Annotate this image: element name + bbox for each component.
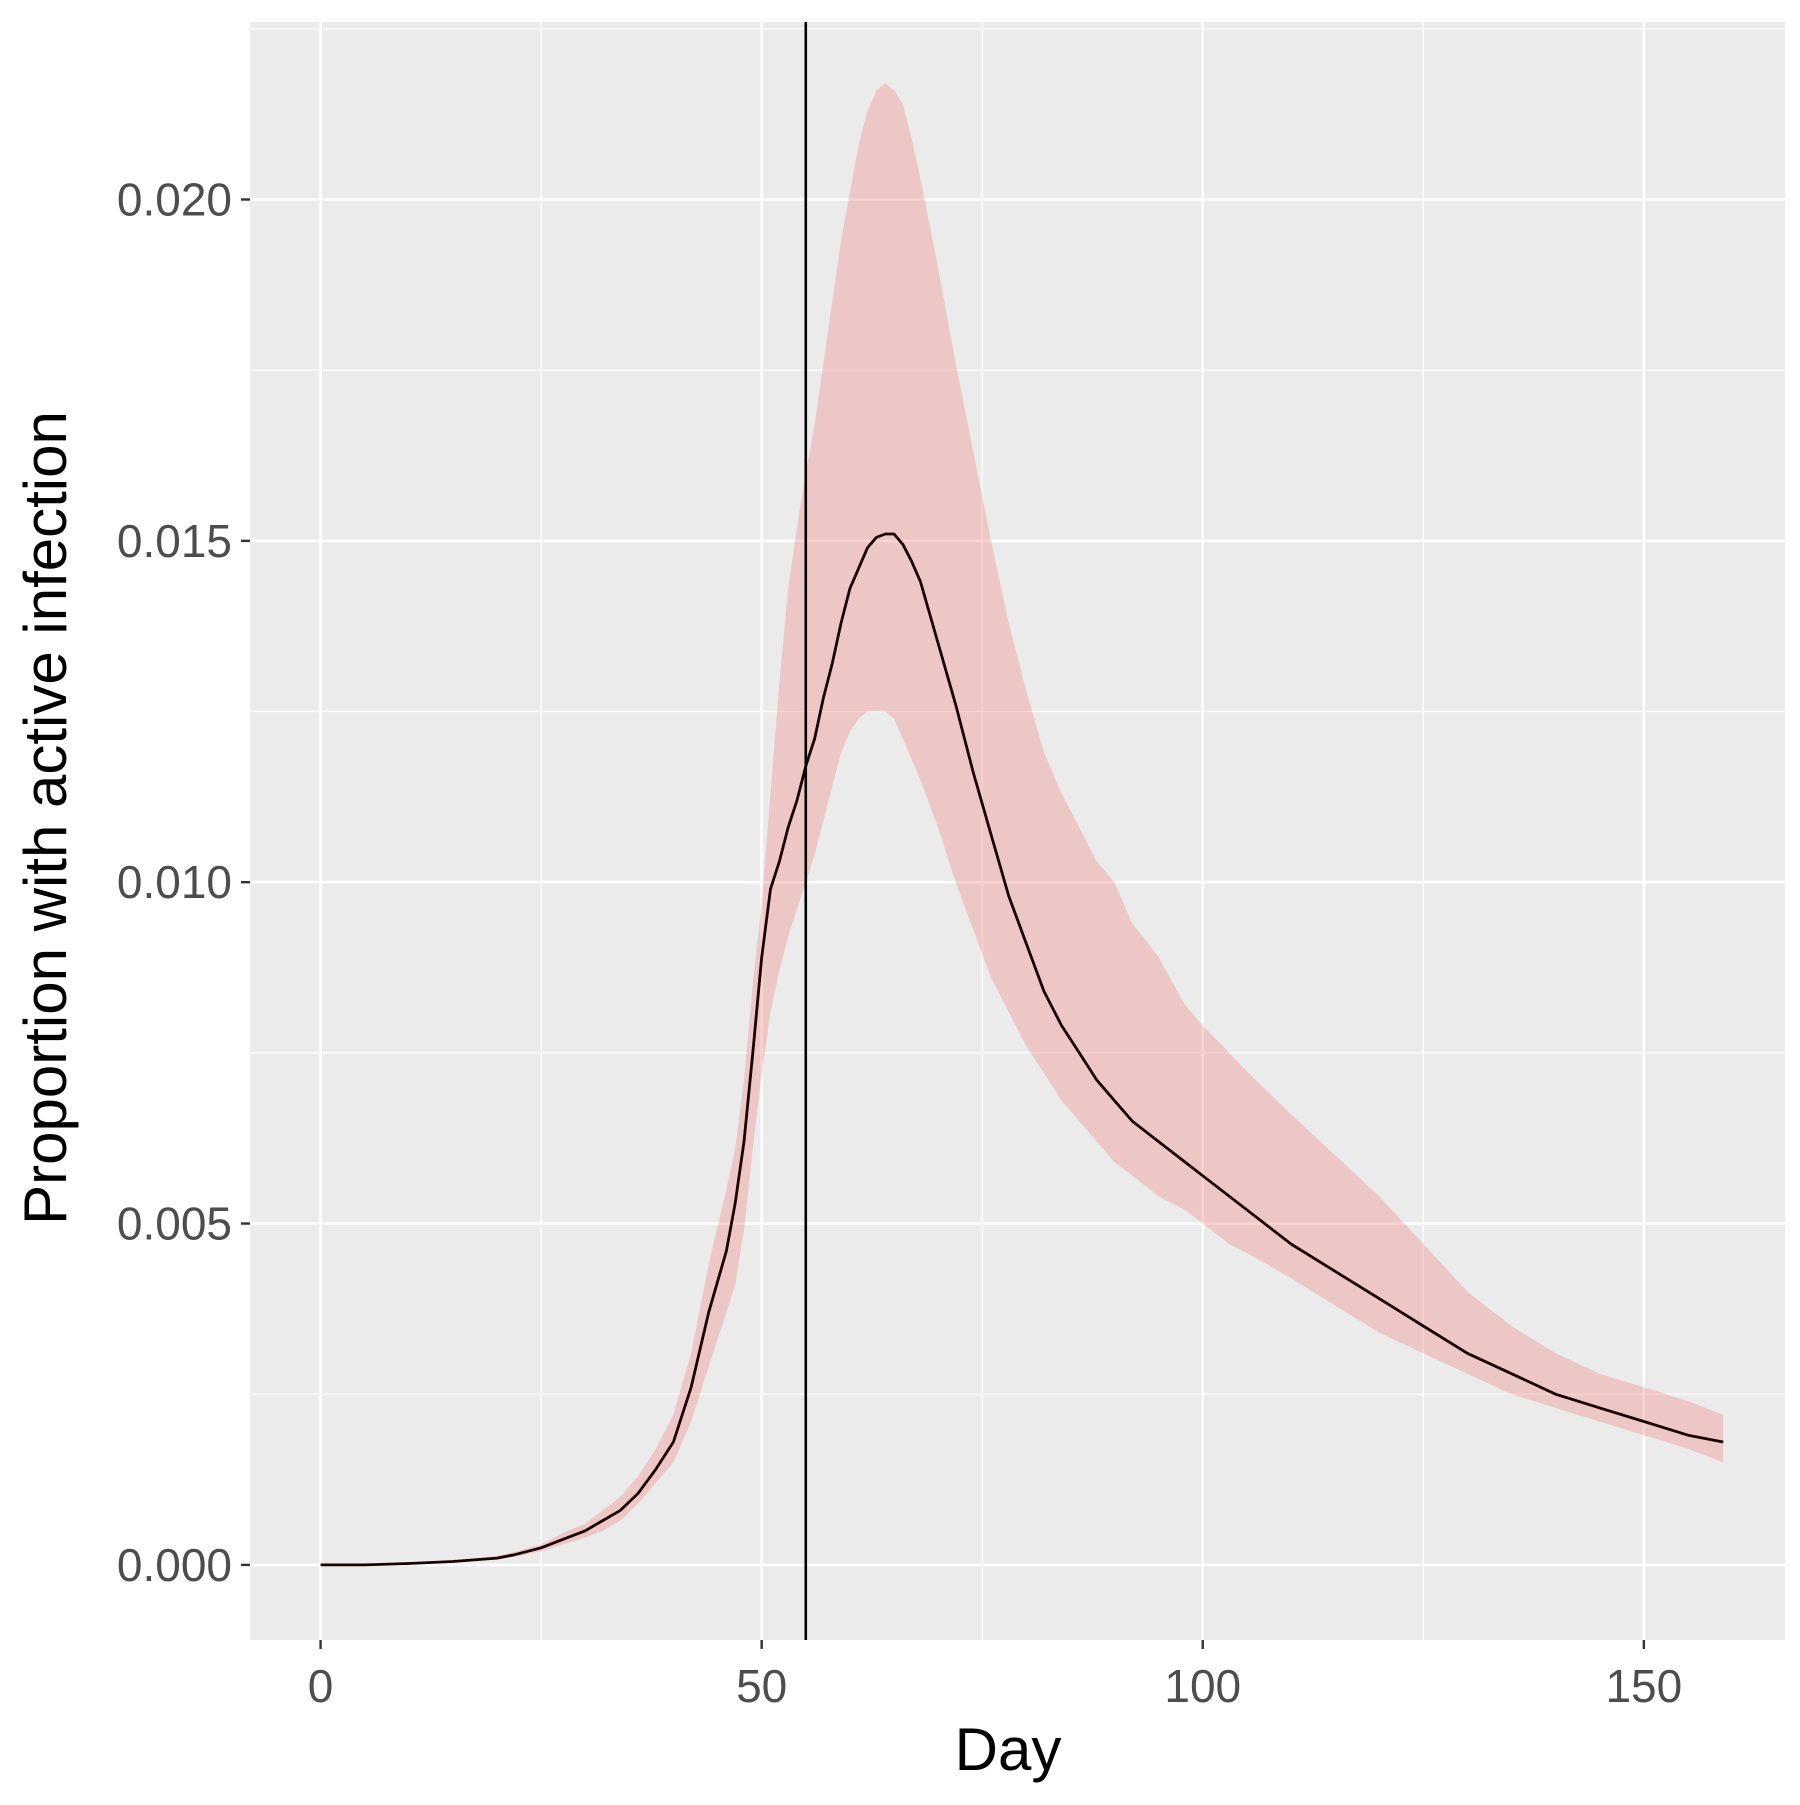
y-tick-label: 0.010 — [117, 856, 232, 908]
x-tick-label: 50 — [736, 1660, 787, 1712]
series-line-layer — [320, 532, 1724, 1567]
y-axis-title: Proportion with active infection — [12, 411, 79, 1225]
panel-background — [250, 22, 1785, 1640]
grid-lines — [250, 22, 1785, 1640]
series-line — [320, 532, 1724, 1567]
x-tick-label: 150 — [1605, 1660, 1682, 1712]
x-axis-title: Day — [955, 1716, 1062, 1783]
confidence-band-layer — [320, 83, 1724, 1565]
confidence-band — [320, 83, 1724, 1565]
axes: 0 50 100 150 0.000 0.005 0.010 0.015 0.020 — [117, 174, 1682, 1712]
plot-panel — [250, 22, 1785, 1640]
y-tick-label: 0.000 — [117, 1539, 232, 1591]
y-tick-label: 0.020 — [117, 174, 232, 226]
y-tick-label: 0.015 — [117, 515, 232, 567]
y-tick-label: 0.005 — [117, 1198, 232, 1250]
x-tick-label: 100 — [1164, 1660, 1241, 1712]
x-tick-label: 0 — [308, 1660, 334, 1712]
